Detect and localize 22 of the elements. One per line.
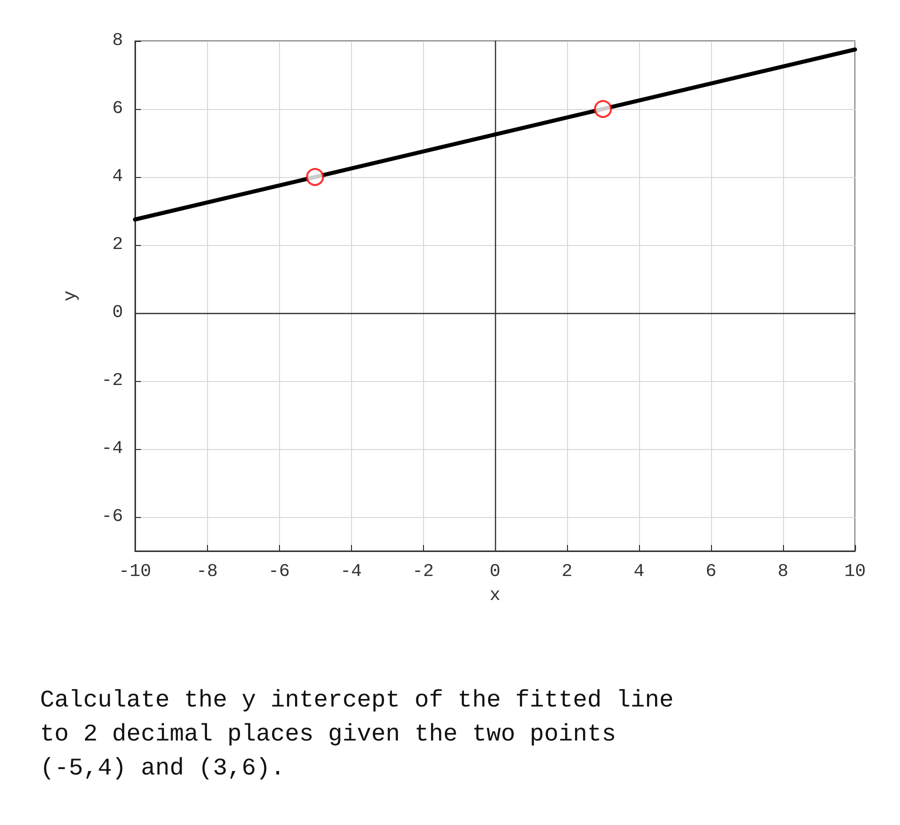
y-tick-label: -2 — [101, 371, 123, 391]
y-tick-label: 2 — [112, 235, 123, 255]
x-tick-label: -6 — [268, 562, 290, 582]
x-tick-label: 4 — [634, 562, 644, 582]
x-tick-label: 0 — [490, 562, 500, 582]
y-tick-label: 6 — [112, 99, 123, 119]
x-tick-label: 6 — [706, 562, 716, 582]
y-tick-label: -4 — [101, 439, 123, 459]
x-axis-title: x — [490, 586, 500, 606]
y-tick-label: 0 — [112, 303, 123, 323]
x-tick-label: -10 — [118, 562, 152, 582]
x-tick-label: 2 — [562, 562, 572, 582]
x-tick-label: 8 — [778, 562, 788, 582]
y-tick-label: -6 — [101, 507, 123, 527]
x-tick-label: -2 — [412, 562, 434, 582]
y-tick-label: 4 — [112, 167, 123, 187]
x-tick-label: 10 — [844, 562, 866, 582]
y-axis-title: y — [61, 290, 81, 302]
x-tick-label: -4 — [340, 562, 362, 582]
x-tick-label: -8 — [196, 562, 218, 582]
text: Calculate the y intercept of the fitted line to 2 decimal places given the two points (-5,4) and (3,6). — [40, 688, 674, 782]
y-tick-label: 8 — [112, 31, 123, 51]
